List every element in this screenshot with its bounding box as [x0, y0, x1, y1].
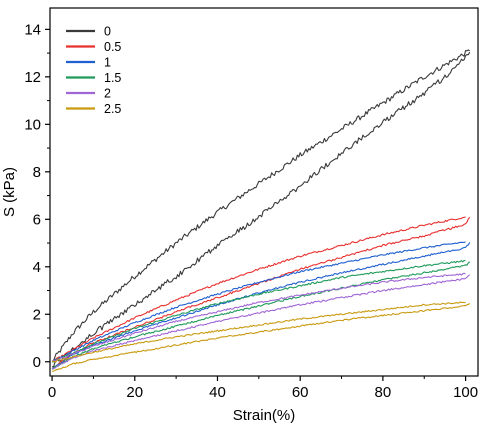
series-2.5-unloading-line [52, 302, 471, 372]
series-1 [51, 241, 471, 370]
legend: 00.5 11.5 22.5 [66, 25, 121, 116]
y-tick-label: 10 [24, 116, 41, 133]
series-2-loading-line [51, 272, 466, 362]
y-tick-label: 6 [33, 211, 41, 228]
series-1-loading-line [51, 241, 466, 363]
x-tick-label: 40 [209, 384, 226, 401]
x-tick-label: 100 [453, 384, 478, 401]
legend-label-1: 1 [104, 56, 111, 70]
series-0-loading-line [52, 49, 471, 362]
plot-frame [49, 7, 479, 377]
y-tick-label: 0 [33, 354, 41, 371]
legend-label-0.5: 0.5 [104, 40, 121, 54]
y-axis: 0 2 4 6 8 10 12 14 [24, 21, 50, 371]
series-1.5-loading-line [52, 259, 466, 363]
x-tick-label: 80 [375, 384, 392, 401]
x-tick-label: 0 [48, 384, 56, 401]
series-2.5-loading-line [52, 301, 466, 363]
series-2-unloading-line [51, 274, 471, 370]
series-group [51, 49, 471, 372]
x-axis-label: Strain(%) [233, 407, 296, 424]
legend-label-2.5: 2.5 [104, 102, 121, 116]
x-axis: 0 20 40 60 80 100 [48, 376, 478, 401]
x-tick-label: 20 [126, 384, 143, 401]
series-1.5 [52, 259, 471, 370]
x-tick-label: 60 [292, 384, 309, 401]
series-0 [51, 49, 471, 368]
series-0.5-loading-line [51, 216, 466, 362]
legend-label-1.5: 1.5 [104, 71, 121, 85]
y-tick-label: 2 [33, 306, 41, 323]
legend-label-0: 0 [104, 25, 111, 39]
y-tick-label: 4 [33, 259, 41, 276]
y-tick-label: 14 [24, 21, 41, 38]
series-0-unloading-line [51, 51, 471, 368]
legend-label-2: 2 [104, 87, 111, 101]
y-axis-label: S (kPa) [1, 167, 18, 217]
series-2.5 [52, 301, 471, 372]
y-tick-label: 12 [24, 69, 41, 86]
y-tick-label: 8 [33, 164, 41, 181]
series-1.5-unloading-line [52, 261, 471, 370]
series-2 [51, 272, 471, 370]
series-1-unloading-line [51, 242, 471, 370]
